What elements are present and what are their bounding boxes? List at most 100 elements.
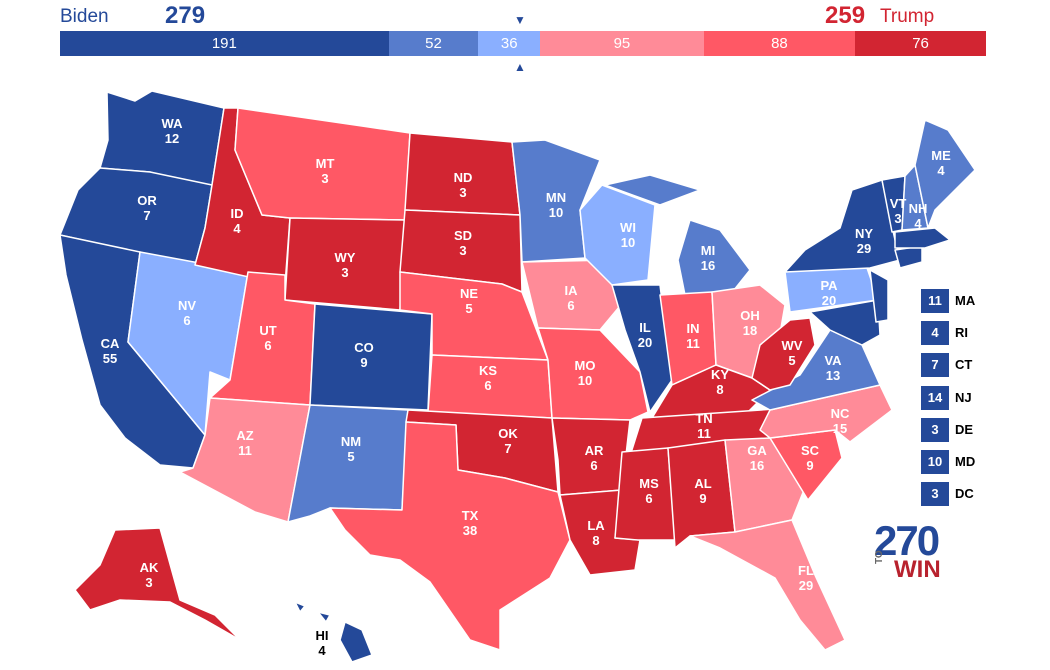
state-label-wi: WI xyxy=(620,220,636,235)
state-new-york[interactable] xyxy=(784,179,901,273)
midpoint-marker-top: ▼ xyxy=(514,13,526,27)
state-ev-nd: 3 xyxy=(459,185,466,200)
small-state-ev-ma[interactable]: 11 xyxy=(921,289,949,313)
state-label-sd: SD xyxy=(454,228,472,243)
state-label-pa: PA xyxy=(820,278,838,293)
state-label-ia: IA xyxy=(565,283,579,298)
state-ev-pa: 20 xyxy=(822,293,836,308)
state-ev-ar: 6 xyxy=(590,458,597,473)
state-label-ak: AK xyxy=(140,560,159,575)
bar-segment-likely_r: 88 xyxy=(703,31,856,56)
state-label-vt: VT xyxy=(890,196,907,211)
state-label-ny: NY xyxy=(855,226,873,241)
biden-name: Biden xyxy=(60,6,109,27)
small-state-ev-dc[interactable]: 3 xyxy=(921,482,949,507)
state-ev-nm: 5 xyxy=(347,449,354,464)
logo-number: 270 xyxy=(874,517,940,564)
state-label-ne: NE xyxy=(460,286,478,301)
state-texas[interactable] xyxy=(329,421,571,651)
results-header: Biden 279 259 Trump ▼ 191 52 36 95 88 76 ▲ xyxy=(0,0,1050,80)
state-ev-fl: 29 xyxy=(799,578,813,593)
state-label-ar: AR xyxy=(585,443,604,458)
state-mississippi[interactable] xyxy=(614,447,676,541)
state-label-mi: MI xyxy=(701,243,715,258)
state-label-or: OR xyxy=(137,193,157,208)
state-hawaii[interactable] xyxy=(294,601,373,663)
small-state-name-nj: NJ xyxy=(955,389,972,405)
state-label-il: IL xyxy=(639,320,651,335)
state-label-in: IN xyxy=(687,321,700,336)
state-ev-tn: 11 xyxy=(697,426,711,441)
bar-segment-likely_d: 52 xyxy=(388,31,479,56)
state-label-nv: NV xyxy=(178,298,196,313)
state-label-al: AL xyxy=(694,476,711,491)
state-massachusetts[interactable] xyxy=(894,227,951,249)
state-ev-ok: 7 xyxy=(504,441,511,456)
small-state-ev-de[interactable]: 3 xyxy=(921,417,949,442)
state-label-nh: NH xyxy=(909,201,928,216)
state-ev-ne: 5 xyxy=(465,301,472,316)
state-label-me: ME xyxy=(931,148,951,163)
small-state-ev-md[interactable]: 10 xyxy=(921,450,949,474)
state-label-va: VA xyxy=(824,353,842,368)
state-missouri[interactable] xyxy=(537,327,649,421)
state-label-ks: KS xyxy=(479,363,497,378)
state-label-ca: CA xyxy=(101,336,120,351)
state-maryland[interactable] xyxy=(809,299,881,346)
state-ev-ia: 6 xyxy=(567,298,574,313)
bar-segment-safe_r: 76 xyxy=(855,31,986,56)
state-ev-wa: 12 xyxy=(165,131,179,146)
state-ev-sd: 3 xyxy=(459,243,466,258)
state-ev-id: 4 xyxy=(233,221,241,236)
state-label-tx: TX xyxy=(462,508,479,523)
bar-segment-leans_r: 95 xyxy=(540,31,704,56)
state-label-fl: FL xyxy=(798,563,814,578)
state-west-virginia[interactable] xyxy=(751,317,816,391)
state-label-id: ID xyxy=(231,206,244,221)
small-state-name-ri: RI xyxy=(955,325,968,341)
electoral-vote-bar: 191 52 36 95 88 76 xyxy=(60,31,986,56)
biden-total: 279 xyxy=(165,2,206,29)
state-colorado[interactable] xyxy=(309,303,433,411)
small-state-name-de: DE xyxy=(955,421,974,437)
state-label-wy: WY xyxy=(335,250,356,265)
state-wisconsin[interactable] xyxy=(579,184,656,286)
state-maine[interactable] xyxy=(914,119,976,229)
state-label-tn: TN xyxy=(695,411,712,426)
state-ev-or: 7 xyxy=(143,208,150,223)
state-label-co: CO xyxy=(354,340,374,355)
state-label-ut: UT xyxy=(259,323,276,338)
state-label-la: LA xyxy=(587,518,605,533)
state-new-jersey[interactable] xyxy=(869,269,889,323)
state-ev-ky: 8 xyxy=(716,382,723,397)
state-ev-va: 13 xyxy=(826,368,840,383)
state-ev-oh: 18 xyxy=(743,323,757,338)
bar-segment-safe_d: 191 xyxy=(60,31,389,56)
state-connecticut[interactable] xyxy=(894,245,923,269)
small-state-name-ct: CT xyxy=(955,357,973,373)
state-label-nm: NM xyxy=(341,434,361,449)
270towin-logo: 270 TO WIN xyxy=(874,520,946,582)
state-ev-ga: 16 xyxy=(750,458,764,473)
state-label-ms: MS xyxy=(639,476,659,491)
state-label-mo: MO xyxy=(575,358,596,373)
state-ev-ca: 55 xyxy=(103,351,117,366)
state-ev-il: 20 xyxy=(638,335,652,350)
state-label-wa: WA xyxy=(162,116,184,131)
small-state-ev-ri[interactable]: 4 xyxy=(921,321,949,346)
state-ev-mt: 3 xyxy=(321,171,328,186)
state-ev-wi: 10 xyxy=(621,235,635,250)
small-state-ev-ct[interactable]: 7 xyxy=(921,353,949,378)
state-ev-in: 11 xyxy=(686,336,700,351)
state-north-carolina[interactable] xyxy=(759,384,893,443)
state-alaska[interactable] xyxy=(74,527,241,641)
small-state-name-md: MD xyxy=(955,454,976,469)
state-ev-ms: 6 xyxy=(645,491,652,506)
small-state-ev-nj[interactable]: 14 xyxy=(921,385,949,410)
state-illinois[interactable] xyxy=(611,284,673,413)
state-florida[interactable] xyxy=(689,519,846,651)
state-label-nc: NC xyxy=(831,406,850,421)
state-ev-az: 11 xyxy=(238,443,252,458)
state-label-sc: SC xyxy=(801,443,820,458)
state-ev-hi: 4 xyxy=(318,643,326,658)
